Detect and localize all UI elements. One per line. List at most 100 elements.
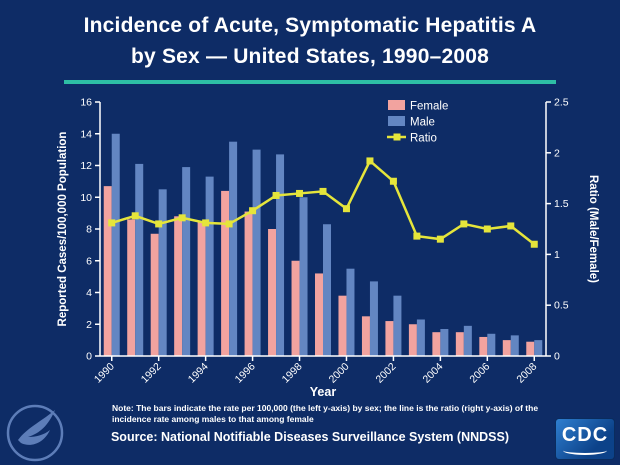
left-tick-label: 10 xyxy=(80,192,92,204)
cdc-logo-wave xyxy=(563,446,607,455)
legend-ratio-label: Ratio xyxy=(410,133,437,145)
x-tick-label: 2000 xyxy=(327,361,352,386)
page-title: Incidence of Acute, Symptomatic Hepatiti… xyxy=(0,10,620,72)
ratio-point xyxy=(178,214,186,222)
x-tick-label: 1992 xyxy=(139,361,164,386)
right-tick-label: 2 xyxy=(554,147,560,159)
ratio-point xyxy=(530,240,538,248)
female-bar xyxy=(197,221,206,356)
legend-female-swatch xyxy=(388,100,405,110)
x-tick-label: 1998 xyxy=(280,361,305,386)
source-line: Source: National Notifiable Diseases Sur… xyxy=(110,430,510,444)
male-bar xyxy=(135,163,144,356)
ratio-point xyxy=(296,189,304,197)
male-bar xyxy=(510,335,519,356)
left-tick-label: 0 xyxy=(86,351,92,363)
female-bar xyxy=(244,211,253,356)
male-bar xyxy=(229,141,238,356)
hhs-logo xyxy=(6,404,64,462)
male-bar xyxy=(534,340,543,356)
ratio-point xyxy=(460,220,468,228)
legend-male-swatch xyxy=(388,116,405,126)
male-bar xyxy=(158,189,167,356)
x-tick-label: 2002 xyxy=(374,361,399,386)
female-bar xyxy=(455,332,464,356)
ratio-point xyxy=(108,219,116,227)
right-tick-label: 1 xyxy=(554,249,560,261)
female-bar xyxy=(315,273,323,356)
x-tick-label: 2008 xyxy=(514,361,539,386)
ratio-point xyxy=(155,220,163,228)
x-tick-label: 2006 xyxy=(467,361,492,386)
ratio-point xyxy=(131,212,139,220)
female-bar xyxy=(150,233,159,356)
male-bar xyxy=(182,167,191,356)
left-tick-label: 4 xyxy=(86,287,92,299)
title-line-1: Incidence of Acute, Symptomatic Hepatiti… xyxy=(83,14,537,37)
male-bar xyxy=(440,329,449,356)
right-axis-title: Ratio (Male/Female) xyxy=(587,175,599,283)
male-bar xyxy=(323,224,331,356)
male-bar xyxy=(252,149,261,356)
ratio-point xyxy=(202,219,210,227)
female-bar xyxy=(338,295,347,356)
legend-male-label: Male xyxy=(410,117,435,129)
left-axis-title: Reported Cases/100,000 Population xyxy=(57,132,69,327)
note-line-1: Note: The bars indicate the rate per 100… xyxy=(112,403,539,413)
ratio-point xyxy=(272,191,280,199)
left-tick-label: 6 xyxy=(86,255,92,267)
female-bar xyxy=(385,321,394,356)
ratio-point xyxy=(249,207,257,215)
x-tick-label: 1996 xyxy=(233,361,258,386)
male-bar xyxy=(299,197,308,356)
female-bar xyxy=(502,340,511,356)
title-line-2: by Sex — United States, 1990–2008 xyxy=(131,45,489,68)
male-bar xyxy=(393,295,402,356)
title-divider xyxy=(64,80,556,84)
left-tick-label: 8 xyxy=(86,224,92,236)
right-tick-label: 2.5 xyxy=(554,97,569,109)
male-bar xyxy=(346,268,355,356)
male-bar xyxy=(463,325,472,356)
legend-ratio-marker xyxy=(393,133,401,141)
legend-female-label: Female xyxy=(410,101,448,113)
ratio-point xyxy=(319,187,327,195)
left-tick-label: 16 xyxy=(80,97,92,109)
ratio-point xyxy=(436,235,444,243)
male-bar xyxy=(111,133,120,356)
ratio-point xyxy=(507,222,515,230)
cdc-logo: CDC xyxy=(556,419,614,459)
female-bar xyxy=(432,332,441,356)
left-tick-label: 12 xyxy=(80,160,92,172)
ratio-point xyxy=(366,157,374,165)
female-bar xyxy=(103,186,112,356)
female-bar xyxy=(361,316,370,356)
female-bar xyxy=(268,229,277,356)
female-bar xyxy=(127,219,136,356)
hhs-logo-ring xyxy=(6,404,64,462)
female-bar xyxy=(526,341,535,356)
ratio-point xyxy=(342,205,350,213)
ratio-point xyxy=(413,232,421,240)
right-tick-label: 0.5 xyxy=(554,300,569,312)
hepatitis-chart: 0 2 4 6 8 10 12 14 16 0 0.5 1 1.5 2 2.5 1990 1992 1994 199… xyxy=(57,97,599,400)
right-tick-label: 1.5 xyxy=(554,198,569,210)
female-bar xyxy=(174,216,183,356)
cdc-logo-text: CDC xyxy=(561,423,609,446)
chart-note: Note: The bars indicate the rate per 100… xyxy=(112,403,542,425)
female-bar xyxy=(291,260,300,356)
female-bar xyxy=(221,190,230,356)
ratio-point xyxy=(389,177,397,185)
male-bar xyxy=(205,176,214,356)
x-tick-label: 1990 xyxy=(92,361,117,386)
female-bar xyxy=(479,336,488,356)
left-tick-label: 14 xyxy=(80,128,92,140)
ratio-point xyxy=(483,225,491,233)
hhs-eagle-icon xyxy=(18,410,55,445)
note-line-2: incidence rate among males to that among… xyxy=(112,414,314,425)
male-bar xyxy=(416,319,425,356)
male-bar xyxy=(487,333,496,356)
male-bar xyxy=(276,154,285,356)
ratio-point xyxy=(225,220,233,228)
